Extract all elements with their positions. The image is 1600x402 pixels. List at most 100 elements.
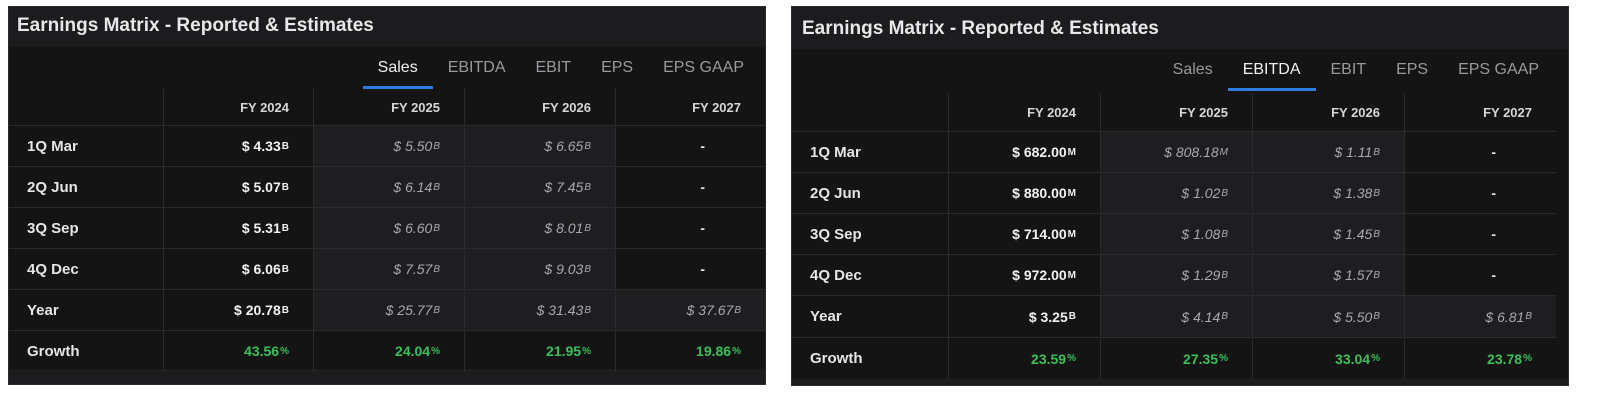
table-cell: $ 6.14 B bbox=[313, 166, 464, 207]
cell-value: $ 1.11 bbox=[1334, 144, 1373, 160]
cell-value: $ 20.78 bbox=[234, 302, 281, 318]
tab-sales[interactable]: Sales bbox=[362, 47, 433, 89]
table-cell: $ 6.06 B bbox=[163, 248, 313, 289]
table-cell: $ 1.29 B bbox=[1100, 254, 1252, 295]
table-cell: $ 5.07 B bbox=[163, 166, 313, 207]
row-label: 4Q Dec bbox=[9, 248, 163, 289]
tab-eps[interactable]: EPS bbox=[601, 59, 634, 76]
tab-ebitda[interactable]: EBITDA bbox=[1227, 49, 1316, 91]
cell-value: $ 3.25 bbox=[1028, 308, 1068, 325]
cell-unit: B bbox=[584, 304, 591, 316]
cell-value: $ 972.00 bbox=[1012, 267, 1067, 283]
cell-unit: B bbox=[1221, 228, 1228, 240]
cell-unit: B bbox=[281, 140, 289, 152]
column-header: FY 2027 bbox=[1404, 93, 1556, 131]
cell-unit: B bbox=[1373, 187, 1380, 199]
table-cell: $ 9.03 B bbox=[464, 248, 615, 289]
table-cell: $ 1.57 B bbox=[1252, 254, 1404, 295]
cell-unit: B bbox=[584, 181, 591, 193]
matrix-body: Sales EBITDA EBIT EPS EPS GAAP FY 2024 FY… bbox=[9, 47, 765, 371]
table-cell: $ 1.11 B bbox=[1252, 131, 1404, 172]
cell-value: 23.78 bbox=[1487, 350, 1523, 367]
cell-value: - bbox=[700, 220, 705, 236]
header-corner bbox=[792, 93, 948, 131]
table-cell: - bbox=[1404, 172, 1556, 213]
table-cell: $ 4.33 B bbox=[163, 125, 313, 166]
cell-value: 23.59 bbox=[1031, 350, 1067, 367]
cell-unit: % bbox=[1523, 353, 1532, 364]
tab-eps-gaap[interactable]: EPS GAAP bbox=[1458, 61, 1539, 78]
table-cell: - bbox=[615, 125, 765, 166]
cell-value: - bbox=[700, 138, 705, 154]
cell-value: $ 4.14 bbox=[1181, 308, 1221, 325]
cell-value: - bbox=[1491, 144, 1496, 160]
matrix-table: FY 2024 FY 2025 FY 2026 FY 2027 1Q Mar $ 4.33… bbox=[9, 89, 765, 371]
row-label: 1Q Mar bbox=[9, 125, 163, 166]
cell-unit: B bbox=[1373, 228, 1380, 240]
cell-value: $ 1.57 bbox=[1333, 267, 1373, 283]
table-cell: $ 31.43 B bbox=[464, 289, 615, 330]
table-cell: $ 1.02 B bbox=[1100, 172, 1252, 213]
tab-sales[interactable]: Sales bbox=[1172, 61, 1213, 78]
cell-unit: % bbox=[582, 345, 591, 357]
cell-unit: B bbox=[1221, 187, 1228, 199]
table-cell: 24.04% bbox=[313, 330, 464, 371]
row-label: Year bbox=[9, 289, 163, 330]
table-cell: $ 3.25 B bbox=[948, 295, 1100, 337]
cell-unit: B bbox=[281, 263, 289, 275]
table-cell: $ 1.45 B bbox=[1252, 213, 1404, 254]
table-cell: 27.35% bbox=[1100, 337, 1252, 379]
cell-unit: B bbox=[1525, 311, 1532, 322]
cell-value: $ 5.31 bbox=[241, 220, 281, 236]
earnings-matrix-panel-ebitda: Earnings Matrix - Reported & Estimates S… bbox=[791, 6, 1569, 386]
cell-value: $ 5.50 bbox=[1333, 308, 1373, 325]
cell-value: 21.95 bbox=[546, 343, 582, 359]
row-label: Growth bbox=[9, 330, 163, 371]
column-header: FY 2026 bbox=[1252, 93, 1404, 131]
table-cell: $ 8.01 B bbox=[464, 207, 615, 248]
cell-value: $ 682.00 bbox=[1012, 144, 1067, 160]
table-cell: $ 37.67 B bbox=[615, 289, 765, 330]
cell-unit: % bbox=[1067, 353, 1076, 364]
table-cell: $ 1.38 B bbox=[1252, 172, 1404, 213]
tab-eps-gaap[interactable]: EPS GAAP bbox=[663, 59, 744, 76]
tab-eps[interactable]: EPS bbox=[1396, 61, 1429, 78]
cell-value: $ 1.02 bbox=[1181, 185, 1221, 201]
table-cell: $ 5.50 B bbox=[1252, 295, 1404, 337]
table-cell: $ 25.77 B bbox=[313, 289, 464, 330]
table-cell: $ 6.81 B bbox=[1404, 295, 1556, 337]
cell-unit: B bbox=[1373, 269, 1380, 281]
cell-value: $ 6.60 bbox=[393, 220, 433, 236]
cell-unit: B bbox=[1221, 311, 1228, 322]
column-header: FY 2024 bbox=[948, 93, 1100, 131]
table-cell: - bbox=[615, 248, 765, 289]
cell-unit: M bbox=[1067, 269, 1076, 281]
cell-value: $ 714.00 bbox=[1012, 226, 1067, 242]
cell-unit: B bbox=[1373, 311, 1380, 322]
metric-tabs: Sales EBITDA EBIT EPS EPS GAAP bbox=[362, 47, 759, 89]
cell-unit: B bbox=[584, 140, 591, 152]
table-cell: 19.86% bbox=[615, 330, 765, 371]
table-cell: $ 972.00 M bbox=[948, 254, 1100, 295]
cell-unit: B bbox=[734, 304, 741, 316]
cell-value: $ 6.06 bbox=[241, 261, 281, 277]
table-cell: $ 7.45 B bbox=[464, 166, 615, 207]
table-cell: $ 7.57 B bbox=[313, 248, 464, 289]
cell-value: - bbox=[1491, 267, 1496, 283]
table-cell: - bbox=[615, 207, 765, 248]
cell-value: 43.56 bbox=[244, 343, 280, 359]
table-cell: - bbox=[615, 166, 765, 207]
cell-unit: B bbox=[281, 222, 289, 234]
cell-value: $ 7.45 bbox=[544, 179, 584, 195]
cell-unit: B bbox=[433, 263, 440, 275]
tab-ebit[interactable]: EBIT bbox=[1330, 61, 1367, 78]
table-cell: $ 4.14 B bbox=[1100, 295, 1252, 337]
cell-value: $ 6.14 bbox=[393, 179, 433, 195]
table-cell: 23.78% bbox=[1404, 337, 1556, 379]
tab-ebit[interactable]: EBIT bbox=[535, 59, 572, 76]
cell-value: $ 5.07 bbox=[241, 179, 281, 195]
cell-unit: M bbox=[1067, 228, 1076, 240]
tab-ebitda[interactable]: EBITDA bbox=[447, 59, 506, 76]
cell-value: $ 1.45 bbox=[1333, 226, 1373, 242]
row-label: Growth bbox=[792, 337, 948, 379]
